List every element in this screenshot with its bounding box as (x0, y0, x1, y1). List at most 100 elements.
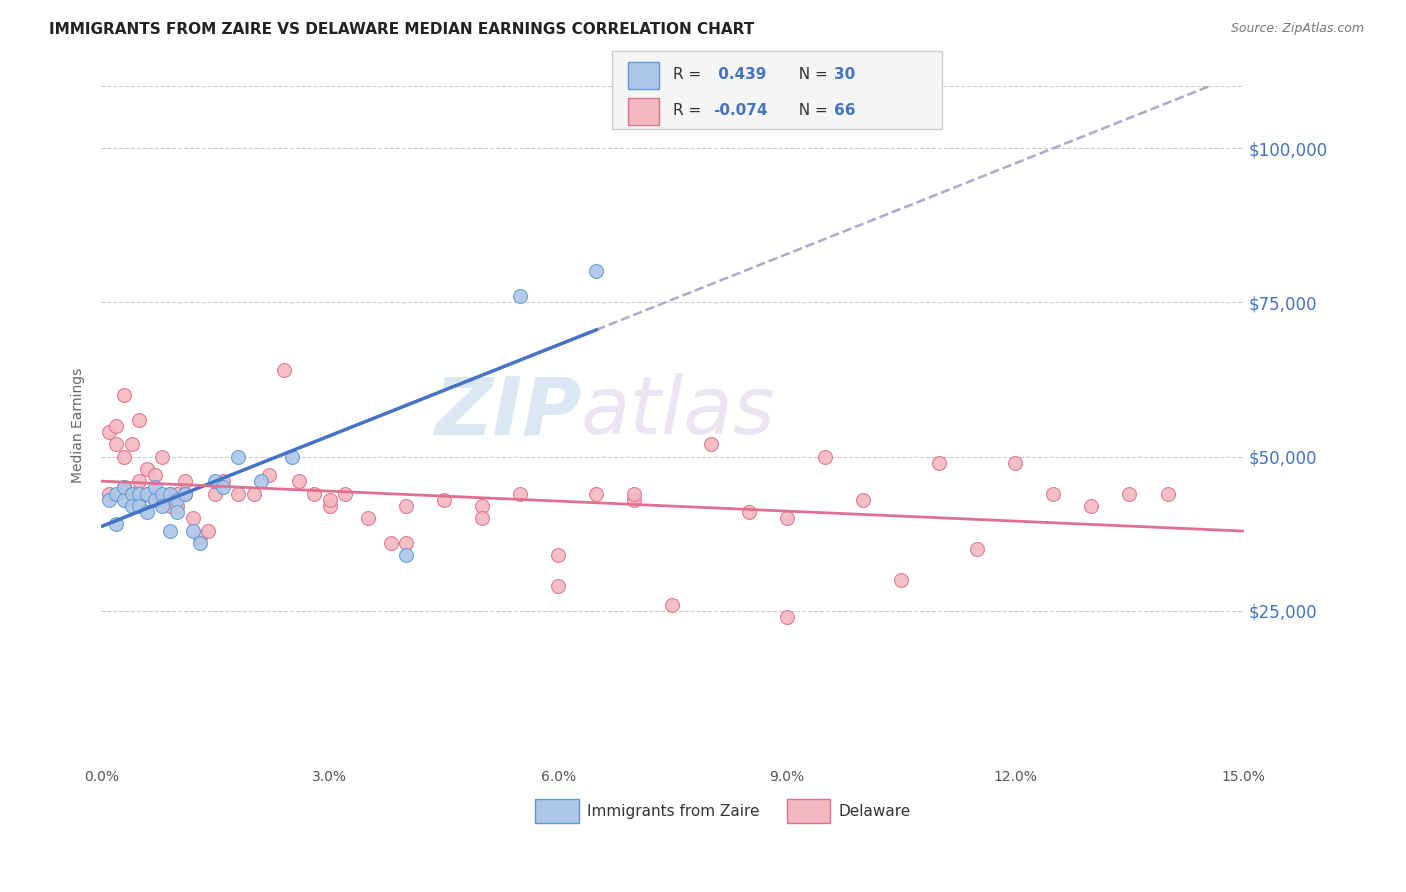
Point (661, 598, 683, 612)
Point (181, 511, 204, 525)
Text: IMMIGRANTS FROM ZAIRE VS DELAWARE MEDIAN EARNINGS CORRELATION CHART: IMMIGRANTS FROM ZAIRE VS DELAWARE MEDIAN… (49, 22, 755, 37)
Point (204, 486, 226, 500)
Point (128, 475, 150, 489)
Text: ZIP: ZIP (433, 373, 581, 451)
Point (135, 486, 157, 500)
Point (174, 486, 197, 500)
Point (135, 462, 157, 476)
Y-axis label: Median Earnings: Median Earnings (72, 368, 86, 483)
Point (623, 486, 645, 500)
Point (150, 450, 173, 464)
Point (181, 524, 204, 538)
Point (471, 499, 494, 513)
Point (121, 486, 143, 500)
Point (1080, 499, 1102, 513)
Point (159, 486, 181, 500)
Point (112, 480, 135, 494)
Point (159, 486, 181, 500)
Point (585, 264, 607, 278)
Point (273, 363, 295, 377)
Point (212, 475, 235, 489)
Point (395, 499, 418, 513)
Point (112, 388, 135, 402)
Point (547, 579, 569, 593)
Point (471, 511, 494, 525)
Bar (787, 799, 830, 822)
Text: R =: R = (673, 67, 707, 82)
Point (188, 530, 211, 544)
Point (433, 492, 456, 507)
Point (890, 573, 912, 587)
Point (966, 542, 988, 557)
Point (623, 492, 645, 507)
Point (280, 450, 302, 464)
Point (143, 480, 166, 494)
Point (121, 437, 143, 451)
Text: 0.439: 0.439 (713, 67, 766, 82)
Point (395, 549, 418, 563)
Point (699, 437, 721, 451)
Point (112, 450, 135, 464)
Point (1118, 486, 1140, 500)
Point (357, 511, 380, 525)
Text: 30: 30 (834, 67, 855, 82)
Point (135, 505, 157, 519)
Point (128, 486, 150, 500)
Text: Source: ZipAtlas.com: Source: ZipAtlas.com (1230, 22, 1364, 36)
Point (852, 492, 875, 507)
Point (197, 524, 219, 538)
Text: Delaware: Delaware (838, 804, 911, 819)
Point (547, 549, 569, 563)
Point (509, 486, 531, 500)
Bar (536, 799, 579, 822)
Point (776, 511, 799, 525)
Point (814, 450, 837, 464)
Text: Immigrants from Zaire: Immigrants from Zaire (586, 804, 759, 819)
Point (135, 486, 157, 500)
Point (1042, 486, 1064, 500)
Text: atlas: atlas (581, 373, 776, 451)
Point (112, 480, 135, 494)
Point (166, 499, 188, 513)
Point (204, 475, 226, 489)
Text: R =: R = (673, 103, 707, 118)
Point (166, 505, 188, 519)
Point (304, 486, 326, 500)
Point (128, 412, 150, 426)
Point (166, 492, 188, 507)
Point (509, 289, 531, 303)
Point (1156, 486, 1178, 500)
Point (159, 499, 181, 513)
Point (288, 475, 311, 489)
Point (174, 486, 197, 500)
Point (166, 486, 188, 500)
Point (105, 418, 128, 433)
Point (150, 486, 173, 500)
Point (226, 486, 249, 500)
Point (226, 450, 249, 464)
Point (121, 486, 143, 500)
Point (105, 517, 128, 532)
Point (128, 499, 150, 513)
Point (585, 486, 607, 500)
Point (143, 492, 166, 507)
Point (105, 437, 128, 451)
Text: -0.074: -0.074 (713, 103, 768, 118)
Point (776, 610, 799, 624)
Point (257, 468, 280, 483)
Text: N =: N = (789, 67, 832, 82)
Point (188, 536, 211, 550)
Point (928, 456, 950, 470)
Point (150, 499, 173, 513)
Point (333, 486, 356, 500)
Point (159, 524, 181, 538)
Point (150, 492, 173, 507)
Point (395, 536, 418, 550)
Point (1004, 456, 1026, 470)
Point (97, 425, 120, 439)
Point (121, 499, 143, 513)
Point (380, 536, 402, 550)
Point (143, 468, 166, 483)
Point (242, 486, 264, 500)
Point (250, 475, 273, 489)
